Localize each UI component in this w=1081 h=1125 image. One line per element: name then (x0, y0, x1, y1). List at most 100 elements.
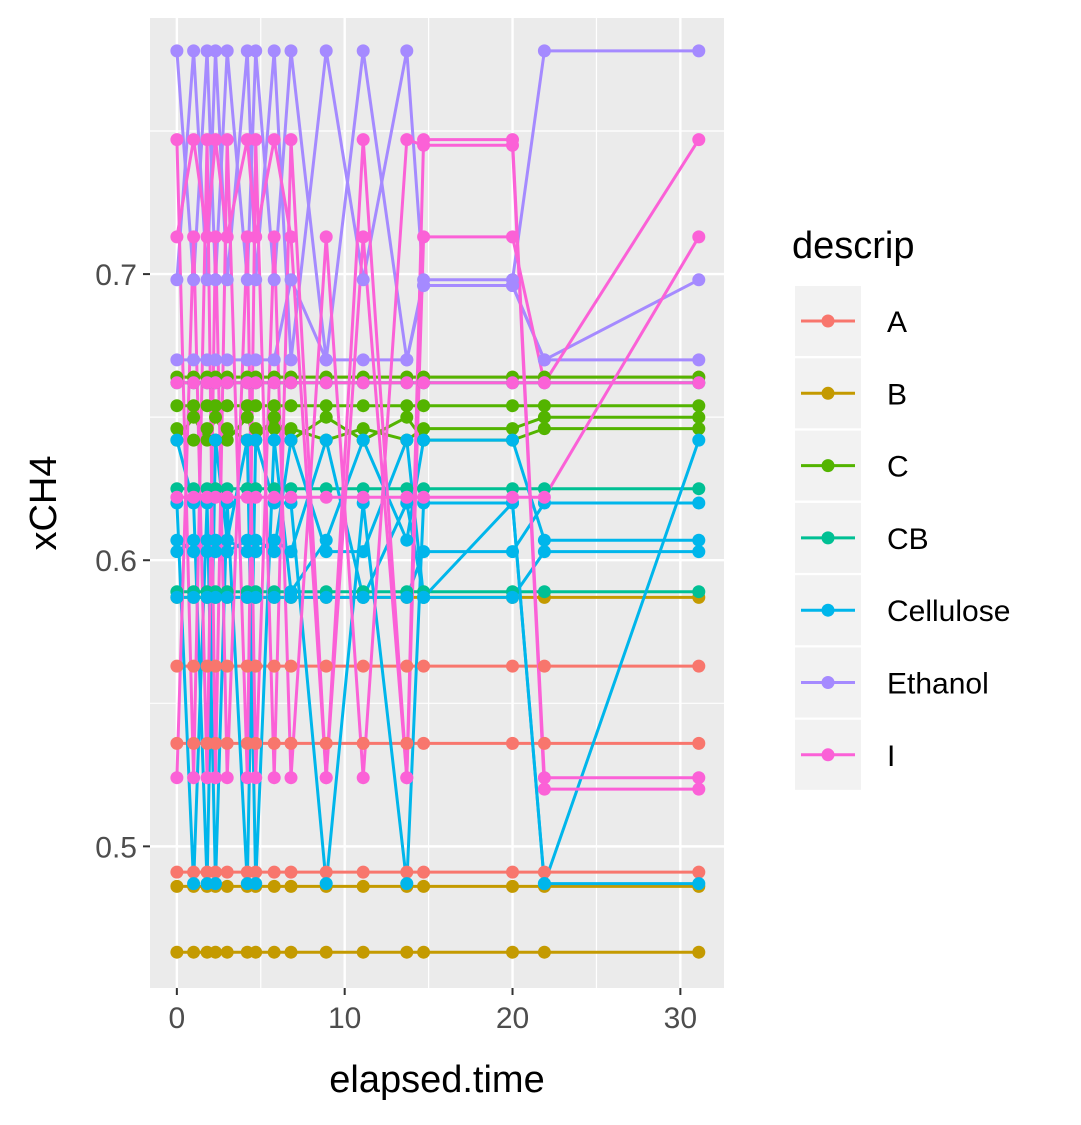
data-point-c (249, 399, 263, 413)
data-point-c (267, 399, 281, 413)
data-point-a (170, 865, 184, 879)
data-point-ethanol (267, 44, 281, 58)
data-point-a (537, 659, 551, 673)
data-point-cellulose (400, 433, 414, 447)
data-point-ethanol (319, 353, 333, 367)
data-point-ethanol (220, 353, 234, 367)
data-point-i (400, 376, 414, 390)
data-point-ethanol (356, 44, 370, 58)
x-axis-ticks: 0 10 20 30 (169, 988, 697, 1035)
data-point-cellulose (284, 545, 298, 559)
data-point-a (356, 865, 370, 879)
data-point-b (692, 945, 706, 959)
data-point-i (200, 771, 214, 785)
data-point-cellulose (506, 590, 519, 604)
data-point-c (400, 399, 414, 413)
data-point-a (249, 865, 263, 879)
data-point-i (356, 771, 370, 785)
x-axis-title: elapsed.time (329, 1059, 544, 1101)
data-point-i (356, 133, 370, 147)
data-point-ethanol (209, 353, 222, 367)
data-point-a (284, 659, 298, 673)
data-point-i (537, 782, 551, 796)
data-point-c (417, 399, 431, 413)
data-point-ethanol (537, 44, 551, 58)
data-point-a (319, 865, 333, 879)
data-point-c (209, 399, 222, 413)
data-point-c (209, 410, 222, 424)
data-point-a (209, 736, 222, 750)
data-point-a (267, 865, 281, 879)
data-point-i (209, 490, 222, 504)
data-point-c (187, 410, 201, 424)
data-point-i (284, 133, 298, 147)
data-point-cellulose (209, 433, 222, 447)
data-point-c (537, 410, 551, 424)
data-point-cellulose (267, 433, 281, 447)
data-point-i (267, 230, 281, 244)
data-point-i (417, 230, 431, 244)
data-point-cb (692, 585, 706, 599)
data-point-c (537, 422, 551, 436)
data-point-cellulose (240, 433, 254, 447)
data-point-cellulose (249, 590, 263, 604)
data-point-a (209, 865, 222, 879)
data-point-c (220, 433, 234, 447)
data-point-ethanol (200, 273, 214, 287)
data-point-cellulose (200, 877, 214, 891)
y-axis-ticks: 0.5 0.6 0.7 (95, 259, 150, 864)
data-point-ethanol (506, 279, 519, 292)
data-point-i (319, 490, 333, 504)
data-point-c (319, 399, 333, 413)
data-point-a (220, 736, 234, 750)
data-point-cellulose (400, 877, 414, 891)
data-point-ethanol (187, 273, 201, 287)
data-point-b (400, 945, 414, 959)
data-point-cellulose (506, 433, 519, 447)
data-point-b (356, 945, 370, 959)
data-point-ethanol (170, 273, 184, 287)
data-point-i (209, 133, 222, 147)
data-point-i (537, 376, 551, 390)
data-point-cellulose (537, 877, 551, 891)
series-points (170, 44, 706, 959)
data-point-i (356, 490, 370, 504)
data-point-c (249, 422, 263, 436)
data-point-cellulose (170, 590, 184, 604)
data-point-a (267, 659, 281, 673)
data-point-a (187, 659, 201, 673)
series-lines (175, 49, 701, 954)
data-point-i (506, 376, 519, 390)
data-point-i (240, 230, 254, 244)
data-point-ethanol (284, 273, 298, 287)
x-tick-label: 0 (169, 1002, 186, 1035)
data-point-c (417, 422, 431, 436)
data-point-i (267, 771, 281, 785)
data-point-cellulose (209, 590, 222, 604)
data-point-i (400, 490, 414, 504)
data-point-a (284, 865, 298, 879)
data-point-i (284, 771, 298, 785)
y-tick-label: 0.6 (95, 545, 137, 578)
data-point-a (400, 659, 414, 673)
data-point-i (187, 230, 201, 244)
data-point-cellulose (187, 545, 201, 559)
data-point-cellulose (170, 533, 184, 547)
data-point-cellulose (187, 590, 201, 604)
data-point-i (319, 230, 333, 244)
data-point-c (187, 433, 201, 447)
data-point-i (692, 782, 706, 796)
data-point-ethanol (249, 273, 263, 287)
data-point-a (417, 736, 431, 750)
data-point-a (187, 865, 201, 879)
data-point-a (537, 736, 551, 750)
y-tick-label: 0.7 (95, 259, 137, 292)
data-point-i (187, 376, 201, 390)
data-point-b (220, 879, 234, 893)
data-point-b (284, 945, 298, 959)
data-point-a (284, 736, 298, 750)
data-point-cellulose (417, 590, 431, 604)
data-point-i (506, 490, 519, 504)
data-point-a (170, 736, 184, 750)
legend: A B C CB Cellulose Ethanol I (795, 286, 1010, 790)
